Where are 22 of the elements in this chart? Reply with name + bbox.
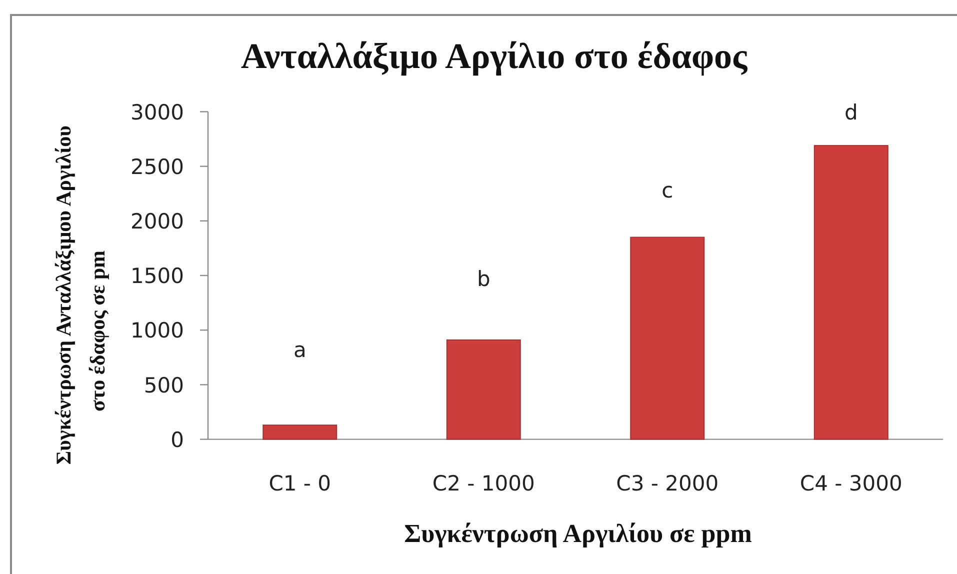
y-tick-label: 500 <box>144 373 184 398</box>
y-tick-label: 2500 <box>130 154 184 179</box>
bar <box>814 145 888 440</box>
bar <box>630 236 705 440</box>
y-tick-label: 1000 <box>130 318 184 343</box>
annotation: a <box>293 338 306 362</box>
y-tick-label: 3000 <box>130 100 184 124</box>
x-tick-label: C4 - 3000 <box>800 472 902 496</box>
x-tick-label: C3 - 2000 <box>616 472 719 496</box>
y-axis-title: Συγκέντρωση Ανταλλάξιμου Αργιλίου στο έδαφος σε pm <box>52 125 110 465</box>
y-tick-label: 1500 <box>130 264 184 288</box>
y-tick-label: 2000 <box>130 209 184 234</box>
chart-title: Ανταλλάξιμο Αργίλιο στο έδαφος <box>240 36 748 76</box>
x-axis-title: Συγκέντρωση Αργιλίου σε ppm <box>404 519 752 548</box>
annotation: c <box>662 178 674 202</box>
bar <box>446 339 521 440</box>
bar <box>262 424 338 440</box>
x-tick-label: C1 - 0 <box>268 472 332 496</box>
y-tick-label: 0 <box>170 428 184 452</box>
annotation: b <box>476 266 490 291</box>
x-tick-label: C2 - 1000 <box>432 472 535 496</box>
annotation: d <box>844 100 858 125</box>
